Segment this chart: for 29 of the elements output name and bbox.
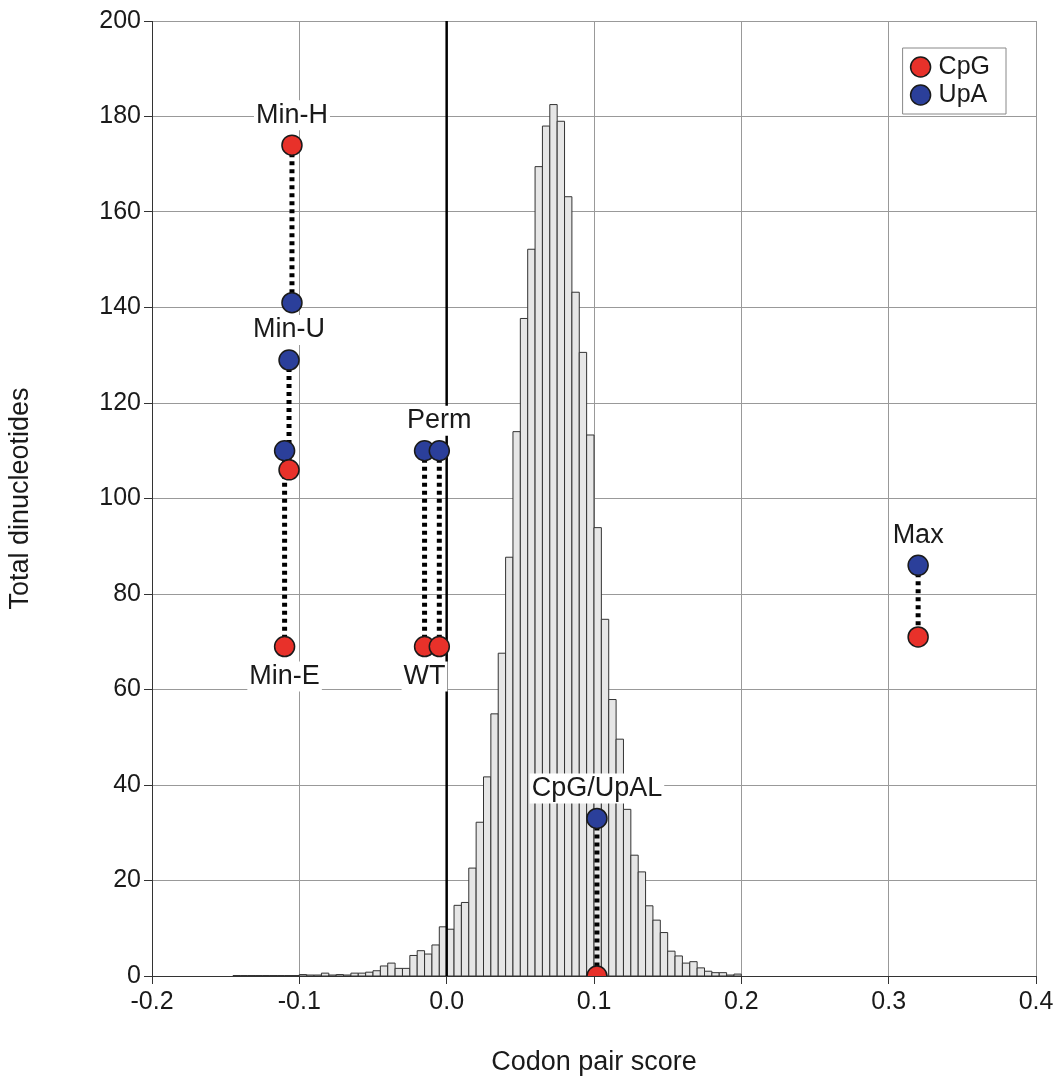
y-tick-label: 100 [99, 482, 141, 511]
annotation: Min-H [255, 98, 328, 129]
annotation: Max [892, 518, 945, 549]
y-tick-label: 20 [113, 864, 141, 893]
annotation: CpG/UpAL [531, 771, 663, 802]
y-tick-label: 120 [99, 386, 141, 415]
y-tick-label: 40 [113, 768, 141, 797]
y-tick-label: 180 [99, 100, 141, 129]
y-tick-label: 200 [99, 4, 141, 33]
x-tick-label: 0.4 [1018, 985, 1054, 1014]
x-tick-label: 0.2 [723, 985, 759, 1014]
y-tick-label: 60 [113, 673, 141, 702]
y-tick-label: 140 [99, 291, 141, 320]
y-tick-label: 0 [127, 959, 141, 988]
x-tick-label: -0.1 [277, 985, 321, 1014]
x-axis-title: Codon pair score [491, 1046, 697, 1077]
annotation: Min-U [253, 313, 326, 344]
x-tick-label: 0.1 [576, 985, 612, 1014]
annotation: Min-E [249, 659, 320, 690]
y-axis-title: Total dinucleotides [3, 387, 34, 610]
legend-label: CpG [938, 50, 990, 79]
x-tick-label: -0.2 [130, 985, 174, 1014]
y-tick-label: 160 [99, 195, 141, 224]
annotation: WT [403, 659, 446, 690]
annotation: Perm [407, 404, 472, 435]
legend-label: UpA [938, 78, 988, 107]
x-tick-label: 0.3 [871, 985, 907, 1014]
y-tick-label: 80 [113, 577, 141, 606]
x-tick-label: 0.0 [429, 985, 465, 1014]
